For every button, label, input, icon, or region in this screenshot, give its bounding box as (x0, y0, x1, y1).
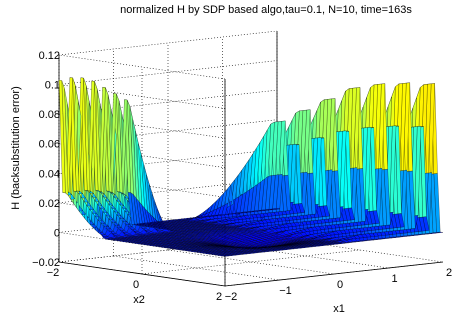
grid-line (58, 261, 226, 287)
grid-line (58, 113, 226, 139)
z-tick-label: 0.06 (39, 139, 60, 151)
x-tick-label: 2 (446, 267, 452, 279)
chart-title: normalized H by SDP based algo,tau=0.1, … (120, 4, 412, 16)
grid-line (58, 172, 226, 198)
grid-line (141, 249, 361, 275)
y-tick-label: 0 (133, 279, 139, 291)
surface-patch (58, 79, 66, 194)
z-axis-label: H (backsubstitution error) (10, 86, 22, 210)
grid-line (58, 143, 226, 169)
grid-line (113, 255, 280, 281)
z-tick-label: −0.02 (32, 257, 60, 269)
x-tick-label: −2 (225, 291, 238, 303)
grid-line (58, 237, 278, 263)
x-axis-label: x1 (333, 303, 345, 315)
y-tick-label: 2 (216, 291, 222, 303)
x-tick-label: 0 (337, 279, 343, 291)
z-tick-label: 0.04 (39, 168, 60, 180)
grid-line (224, 261, 444, 287)
grid-line (58, 261, 226, 287)
z-tick-label: 0.08 (39, 109, 60, 121)
grid-line (58, 30, 278, 56)
x-tick-label: 1 (391, 273, 397, 285)
z-tick-label: 0 (54, 227, 60, 239)
y-axis-label: x2 (133, 294, 145, 306)
grid-line (58, 54, 226, 80)
surface-mesh (58, 77, 444, 257)
grid-line (58, 84, 226, 109)
z-tick-label: 0.1 (45, 80, 60, 92)
x-tick-label: −1 (279, 285, 292, 297)
z-tick-label: 0.12 (39, 50, 60, 62)
grid-line (167, 249, 335, 275)
z-tick-label: 0.02 (39, 198, 60, 210)
grid-line (58, 60, 278, 85)
y-tick-label: −2 (47, 267, 60, 279)
